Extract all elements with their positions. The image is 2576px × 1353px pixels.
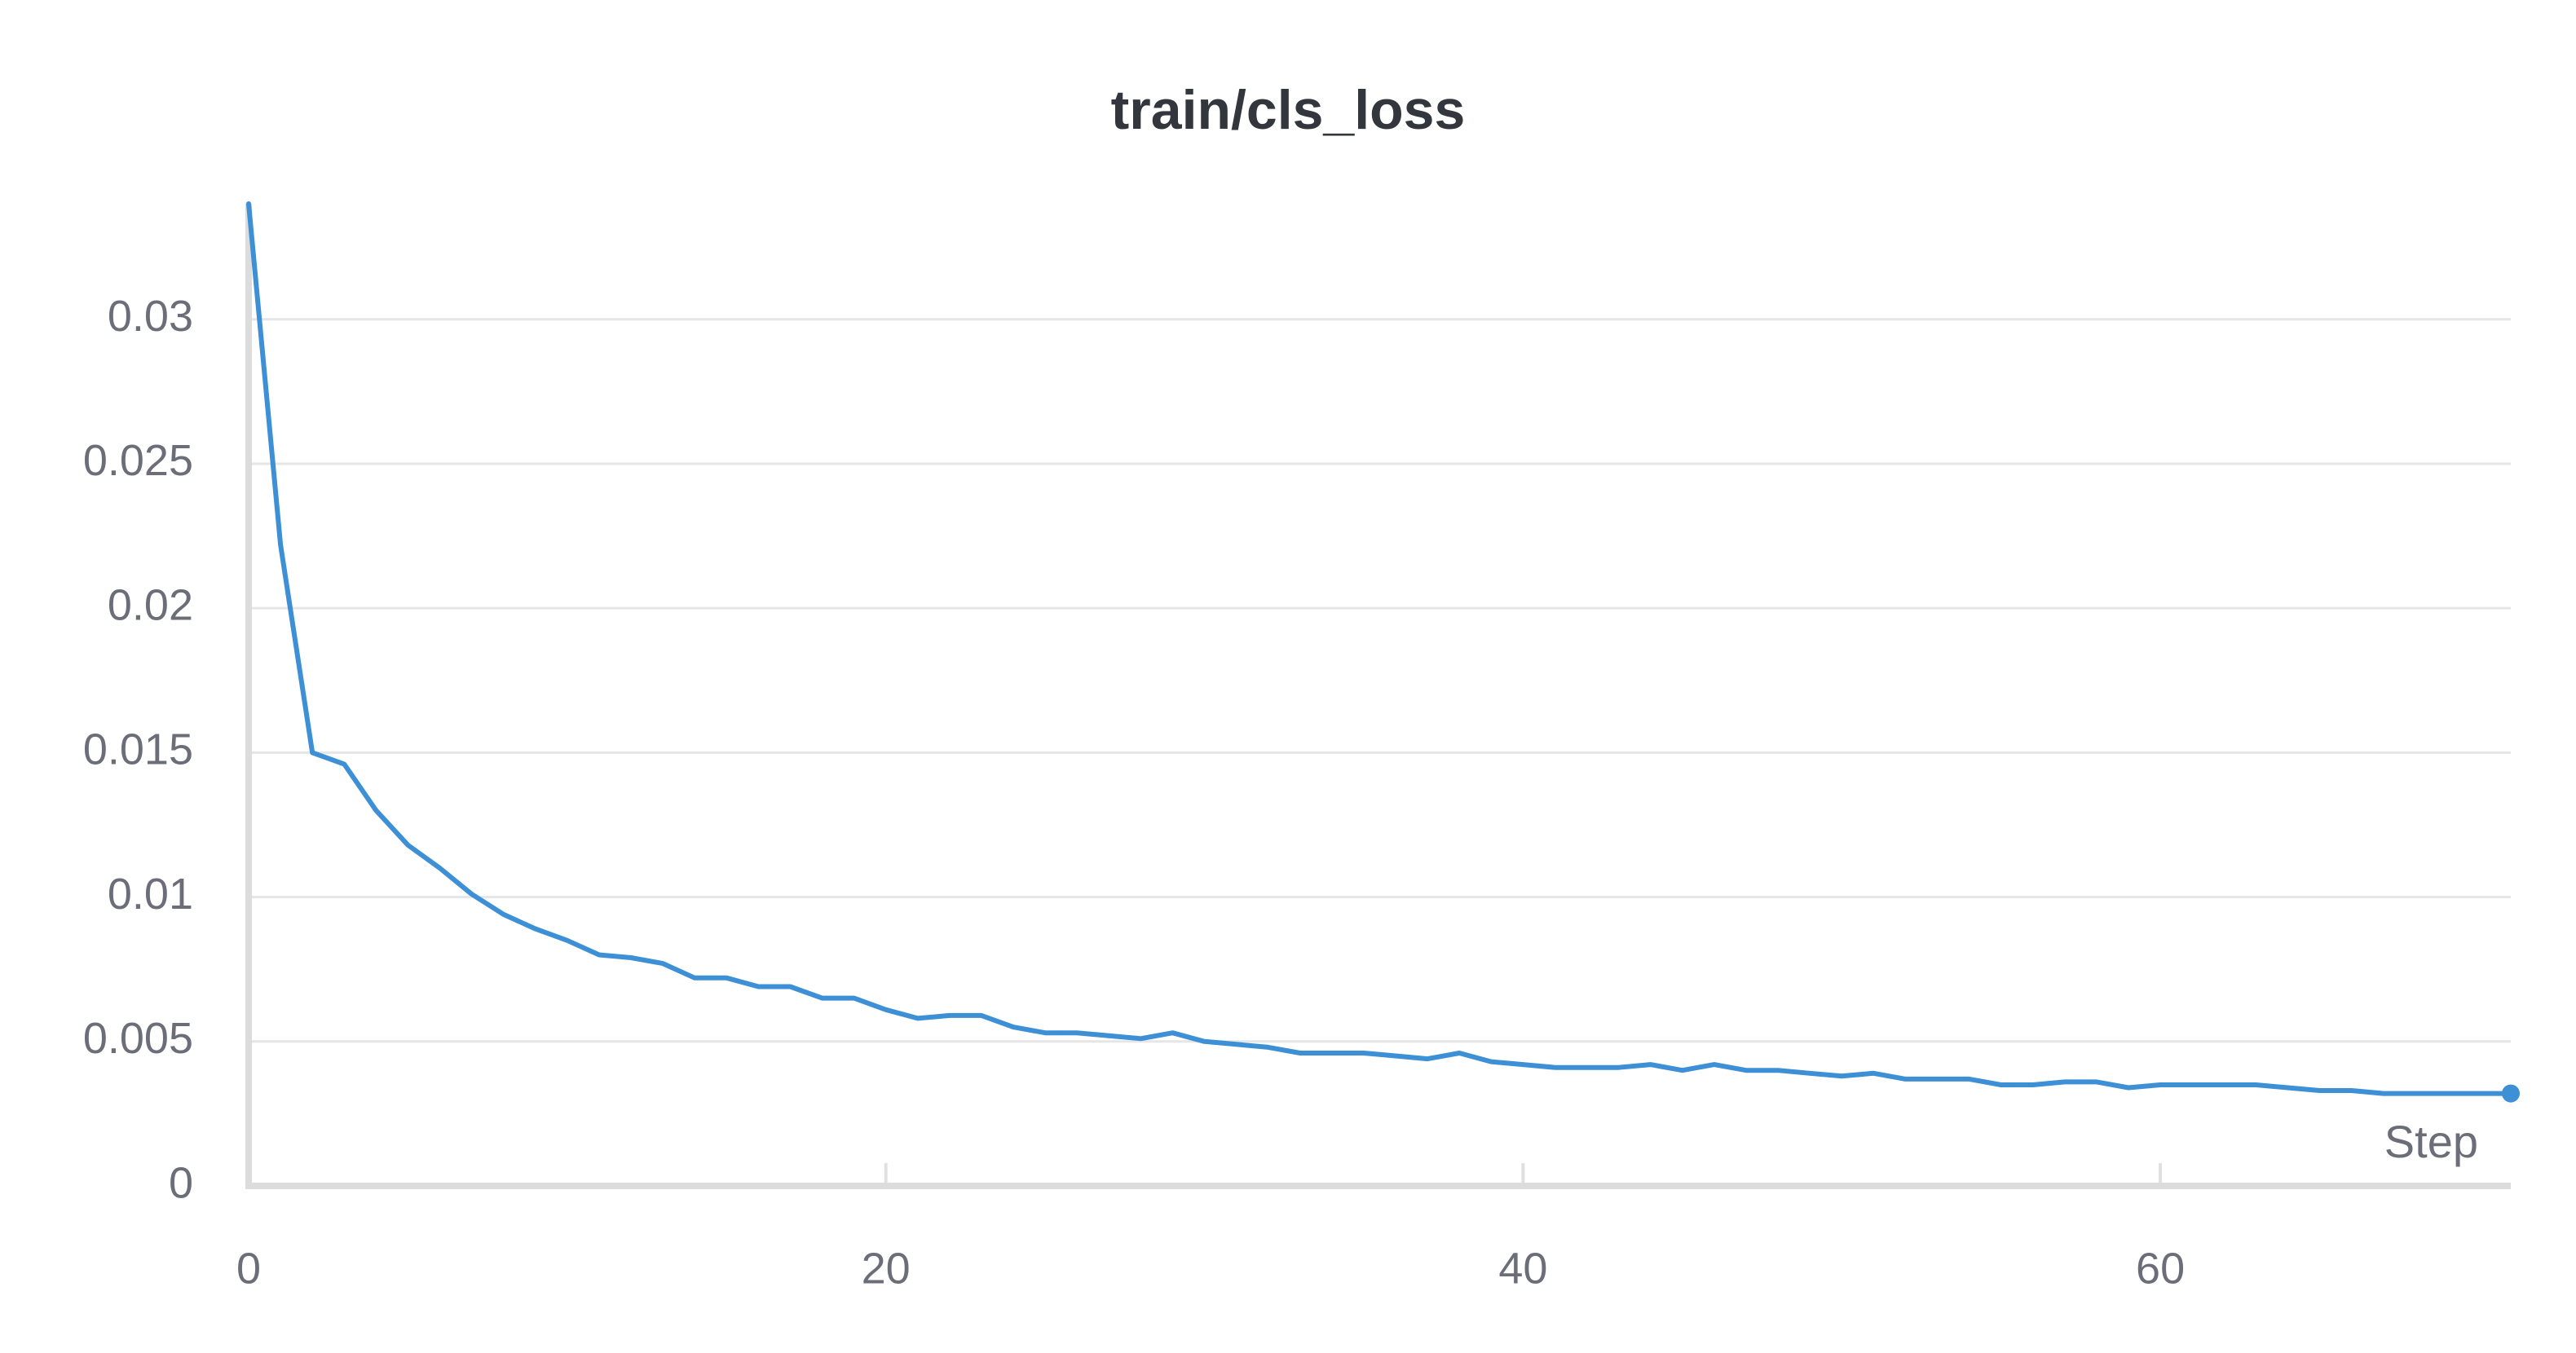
x-tick-labels: 0 20 40 60 bbox=[236, 1244, 2185, 1293]
chart-title: train/cls_loss bbox=[1111, 79, 1466, 141]
y-tick-label: 0.02 bbox=[108, 580, 193, 629]
y-tick-label: 0.025 bbox=[83, 436, 193, 485]
y-tick-label: 0.01 bbox=[108, 870, 193, 919]
x-tick-label: 20 bbox=[862, 1244, 911, 1293]
y-tick-label: 0.015 bbox=[83, 725, 193, 774]
x-tick-label: 60 bbox=[2136, 1244, 2185, 1293]
series-layer bbox=[246, 201, 2520, 1103]
series-line bbox=[246, 201, 2513, 1096]
y-tick-labels: 0 0.005 0.01 0.015 0.02 0.025 0.03 bbox=[83, 292, 193, 1207]
axes bbox=[245, 204, 2511, 1189]
y-tick-label: 0.005 bbox=[83, 1014, 193, 1063]
y-tick-label: 0.03 bbox=[108, 292, 193, 341]
y-tick-label: 0 bbox=[169, 1158, 193, 1207]
x-tick-label: 0 bbox=[236, 1244, 261, 1293]
series-end-point bbox=[2502, 1084, 2520, 1103]
x-tick-label: 40 bbox=[1498, 1244, 1547, 1293]
grid-lines bbox=[249, 318, 2511, 1043]
x-axis-label: Step bbox=[2384, 1116, 2478, 1167]
